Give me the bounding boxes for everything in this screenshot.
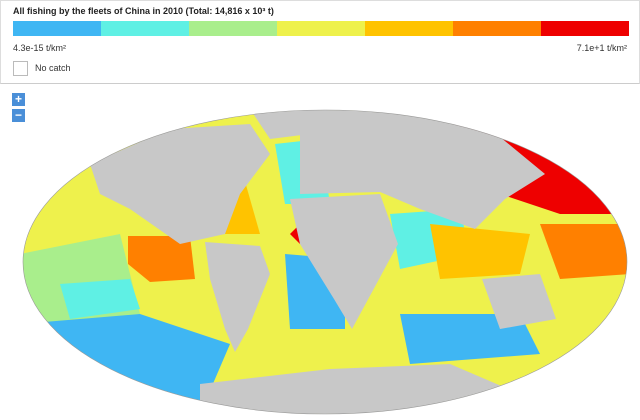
scale-swatch <box>365 21 453 36</box>
land-mass <box>482 274 556 329</box>
scale-swatch <box>453 21 541 36</box>
zoom-out[interactable]: − <box>12 109 25 122</box>
map-title: All fishing by the fleets of China in 20… <box>13 6 274 16</box>
scale-swatch <box>189 21 277 36</box>
color-scale <box>13 21 629 36</box>
land-mass <box>90 124 270 244</box>
world-map <box>22 109 628 415</box>
no-catch-label: No catch <box>35 63 71 73</box>
map-layer <box>23 110 627 414</box>
catch-area <box>60 279 140 319</box>
no-catch-swatch <box>13 61 28 76</box>
catch-area <box>540 224 627 279</box>
scale-swatch <box>13 21 101 36</box>
catch-area <box>430 224 530 279</box>
scale-swatch <box>541 21 629 36</box>
scale-min-label: 4.3e-15 t/km² <box>13 43 67 53</box>
legend-panel: All fishing by the fleets of China in 20… <box>0 0 640 84</box>
land-mass <box>300 110 545 229</box>
scale-max-label: 7.1e+1 t/km² <box>576 43 627 53</box>
zoom-in[interactable]: + <box>12 93 25 106</box>
map-outline <box>22 109 628 415</box>
land-mass <box>290 194 398 329</box>
scale-swatch <box>277 21 365 36</box>
scale-swatch <box>101 21 189 36</box>
land-mass <box>205 242 270 352</box>
catch-area <box>128 236 195 282</box>
